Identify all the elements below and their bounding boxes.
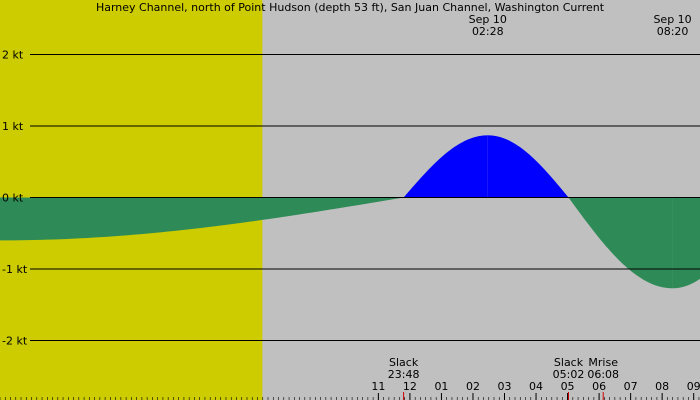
current-segment (0, 197, 404, 241)
y-tick-label: -2 kt (2, 335, 28, 348)
current-segment (403, 135, 488, 198)
x-tick-label: 12 (403, 380, 417, 393)
event-name-label: Mrise (588, 356, 618, 369)
chart-title: Harney Channel, north of Point Hudson (d… (96, 1, 605, 14)
current-segment (672, 197, 700, 289)
x-tick-label: 02 (466, 380, 480, 393)
event-name-label: Slack (389, 356, 419, 369)
peak-date-label: Sep 10 (469, 13, 507, 26)
current-segment (568, 197, 673, 289)
gridline-layer (30, 54, 700, 341)
x-tick-label: 04 (529, 380, 543, 393)
peak-time-label: 02:28 (472, 25, 504, 38)
x-tick-label: 03 (498, 380, 512, 393)
event-name-label: Slack (554, 356, 584, 369)
peak-date-label: Sep 10 (653, 13, 691, 26)
y-tick-label: 2 kt (2, 49, 24, 62)
y-tick-labels: 2 kt 1 kt 0 kt -1 kt -2 kt (2, 49, 28, 348)
x-tick-label: 07 (624, 380, 638, 393)
x-tick-label: 08 (655, 380, 669, 393)
y-tick-label: 1 kt (2, 120, 24, 133)
x-tick-label: 11 (371, 380, 385, 393)
event-time-label: 23:48 (388, 368, 420, 381)
x-tick-label: 01 (434, 380, 448, 393)
x-tick-label: 05 (561, 380, 575, 393)
x-tick-label: 09 (687, 380, 700, 393)
current-area-layer (0, 135, 700, 289)
event-labels: Slack23:48Slack05:02Mrise06:08Slack11:18… (388, 356, 619, 400)
y-tick-label: -1 kt (2, 263, 28, 276)
x-tick-label: 06 (592, 380, 606, 393)
peak-time-label: 08:20 (657, 25, 689, 38)
current-segment (487, 135, 569, 198)
event-time-label: 06:08 (587, 368, 619, 381)
event-time-label: 05:02 (553, 368, 585, 381)
y-tick-label: 0 kt (2, 192, 24, 205)
